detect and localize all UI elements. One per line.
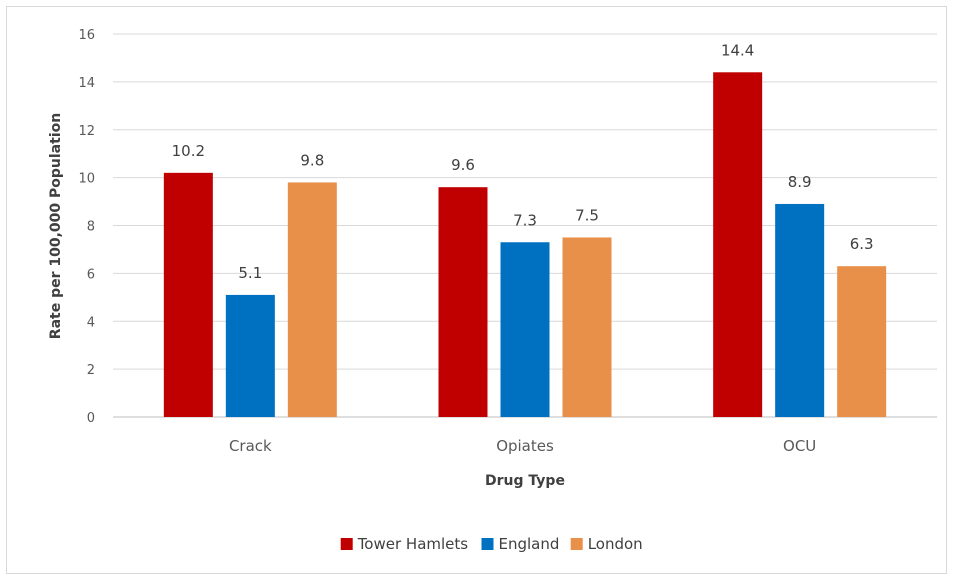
y-axis-ticks: 0 2 4 6 8 10 12 14 16 [78, 28, 95, 426]
y-tick-label: 2 [87, 363, 95, 378]
x-axis-title: Drug Type [485, 473, 565, 489]
legend-label-tower-hamlets: Tower Hamlets [357, 535, 469, 553]
bar-london [562, 237, 612, 417]
data-labels: 10.2 5.1 9.8 9.6 7.3 7.5 14.4 8.9 6.3 [172, 41, 874, 282]
y-tick-label: 0 [87, 411, 95, 426]
legend-label-london: London [588, 535, 643, 553]
legend-label-england: England [499, 535, 560, 553]
bar-england [225, 294, 275, 417]
y-tick-label: 16 [78, 28, 95, 43]
bar-london [287, 182, 337, 417]
legend-swatch-england [481, 538, 494, 550]
data-label: 8.9 [788, 173, 812, 191]
y-tick-label: 6 [87, 267, 95, 282]
bar-england [775, 203, 825, 417]
x-axis-categories: Crack Opiates OCU [229, 437, 816, 455]
x-category-label: OCU [783, 437, 816, 455]
data-label: 6.3 [850, 235, 874, 253]
data-label: 14.4 [721, 41, 754, 59]
y-axis-title: Rate per 100,000 Population [48, 113, 64, 339]
bar-london [837, 266, 887, 417]
legend-swatch-london [570, 538, 583, 550]
x-category-label: Opiates [496, 437, 554, 455]
y-tick-label: 10 [78, 172, 95, 187]
bar-tower-hamlets [438, 187, 488, 417]
legend-swatch-tower-hamlets [340, 538, 353, 550]
data-label: 10.2 [172, 142, 205, 160]
data-label: 7.3 [513, 211, 537, 229]
data-label: 5.1 [238, 264, 262, 282]
bar-tower-hamlets [163, 172, 213, 417]
bars [163, 72, 887, 418]
y-tick-label: 8 [87, 220, 95, 235]
data-label: 9.6 [451, 156, 475, 174]
bar-england [500, 242, 550, 417]
data-label: 9.8 [300, 151, 324, 169]
data-label: 7.5 [575, 206, 599, 224]
bar-tower-hamlets [713, 72, 763, 418]
x-category-label: Crack [229, 437, 272, 455]
legend: Tower Hamlets England London [340, 535, 643, 553]
y-tick-label: 12 [78, 124, 95, 139]
y-tick-label: 14 [78, 76, 95, 91]
y-tick-label: 4 [87, 315, 95, 330]
